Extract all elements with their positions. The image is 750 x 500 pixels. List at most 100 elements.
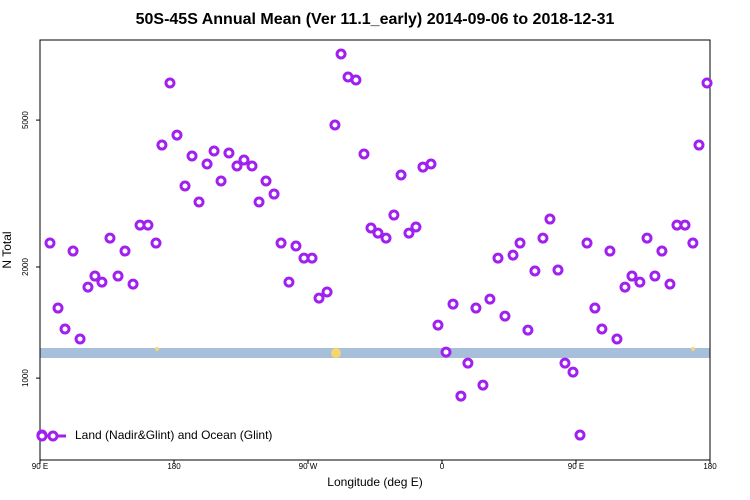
point [687,237,699,249]
point [223,147,235,159]
point [275,237,287,249]
point [283,276,295,288]
point [380,232,392,244]
point [499,310,511,322]
point [425,158,437,170]
point [67,245,79,257]
point [619,281,631,293]
point [626,270,638,282]
point [52,302,64,314]
point [701,77,713,89]
y-tick-label: 1000 [21,369,30,387]
plot-frame [39,39,711,461]
y-axis-label: N Total [0,231,14,268]
point [335,48,347,60]
point [403,227,415,239]
point [82,281,94,293]
point [268,188,280,200]
point [492,252,504,264]
point [372,227,384,239]
point [559,357,571,369]
point [313,292,325,304]
legend-label: Land (Nadir&Glint) and Ocean (Glint) [75,428,272,442]
point [447,298,459,310]
point [641,232,653,244]
point [186,150,198,162]
point [522,324,534,336]
point [350,74,362,86]
legend-marker [36,430,48,442]
point [96,276,108,288]
x-tick-label: 0 [440,462,445,471]
x-tick-label: 90 W [299,462,318,471]
point [552,264,564,276]
point [544,213,556,225]
point [253,196,265,208]
x-tick-label: 180 [167,462,181,471]
x-tick-label: 180 [703,462,717,471]
point [208,145,220,157]
point [179,180,191,192]
point [246,160,258,172]
chart-title: 50S-45S Annual Mean (Ver 11.1_early) 201… [136,11,615,28]
point [589,302,601,314]
point [611,333,623,345]
point [581,237,593,249]
point [484,293,496,305]
ocean-band [40,348,710,358]
point [193,196,205,208]
point [238,154,250,166]
point [329,119,341,131]
point [537,232,549,244]
point [693,139,705,151]
point [290,240,302,252]
point [59,323,71,335]
x-axis-label: Longitude (deg E) [327,475,422,489]
x-tick-label: 90 E [32,462,48,471]
x-tick-label: 90 E [568,462,584,471]
point [89,270,101,282]
point [664,278,676,290]
point [321,286,333,298]
point [470,302,482,314]
point [260,175,272,187]
point [679,219,691,231]
point [365,222,377,234]
point [127,278,139,290]
point [142,219,154,231]
legend-marker [47,430,59,442]
point [44,237,56,249]
y-tick-label: 5000 [21,111,30,129]
point [514,237,526,249]
point [410,221,422,233]
point [432,319,444,331]
point [574,429,586,441]
ocean-glint [331,348,341,358]
point [462,357,474,369]
point [74,333,86,345]
point [119,245,131,257]
point [388,209,400,221]
ocean-glint [155,347,159,351]
point [529,265,541,277]
y-tick-label: 2000 [21,258,30,276]
point [604,245,616,257]
point [201,158,213,170]
point [596,323,608,335]
point [455,390,467,402]
point [156,139,168,151]
point [164,77,176,89]
point [215,175,227,187]
point [567,366,579,378]
point [649,270,661,282]
point [477,379,489,391]
ocean-glint [691,347,695,351]
point [507,249,519,261]
point [634,276,646,288]
point [150,237,162,249]
point [656,245,668,257]
point [231,160,243,172]
point [112,270,124,282]
point [440,346,452,358]
